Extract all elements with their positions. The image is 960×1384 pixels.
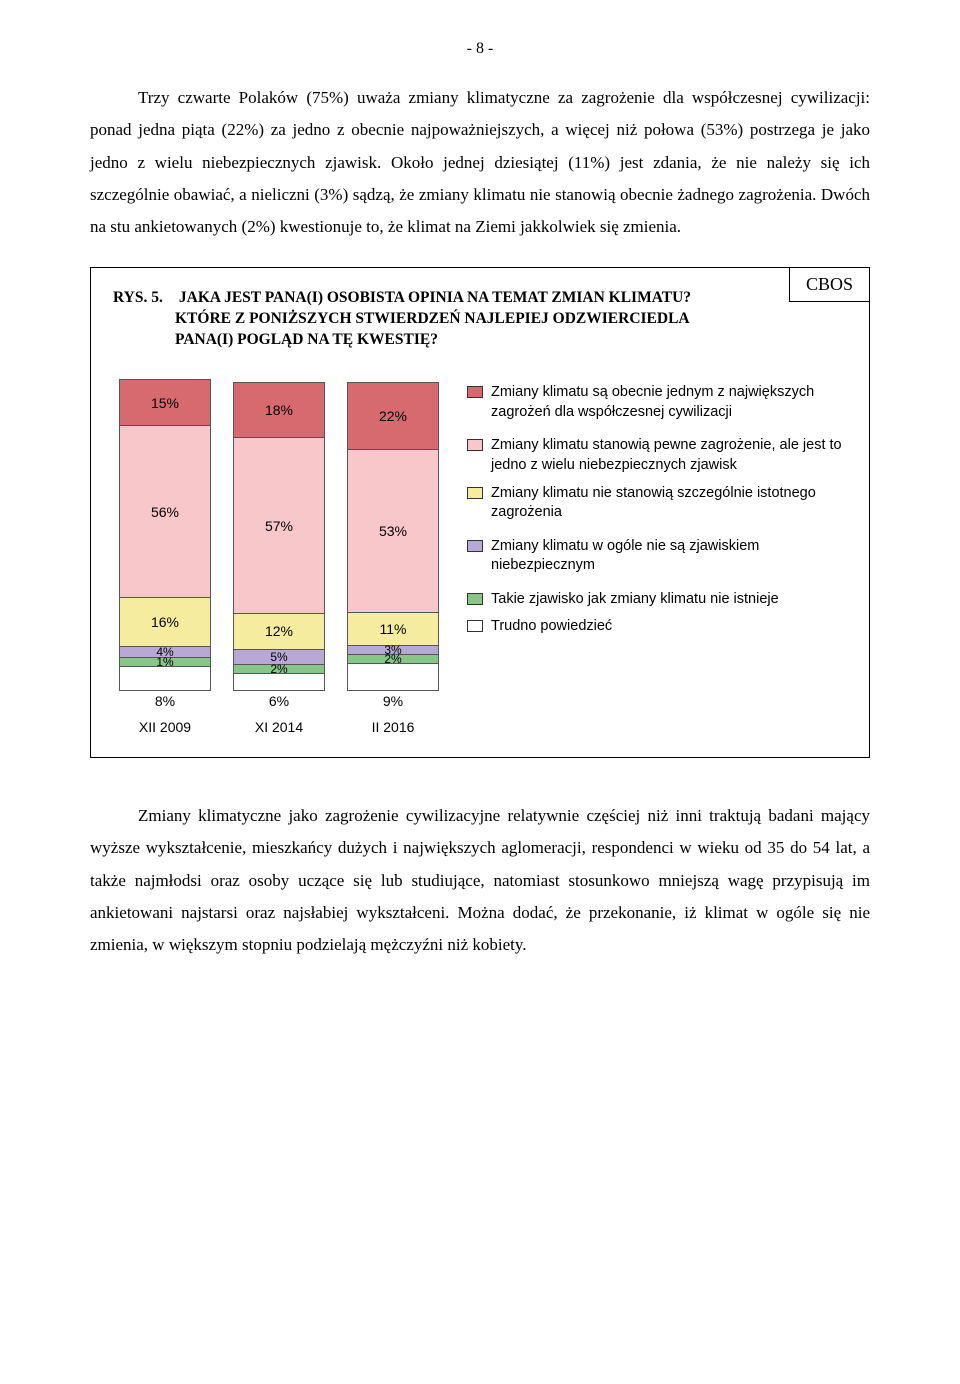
bar-column: 15%56%16%4%1% 8% XII 2009 [119, 379, 211, 735]
bar-segment: 22% [347, 382, 439, 450]
legend-text: Trudno powiedzieć [491, 617, 612, 637]
chart-title-line2: KTÓRE Z PONIŻSZYCH STWIERDZEŃ NAJLEPIEJ … [113, 309, 690, 330]
legend-text: Zmiany klimatu są obecnie jednym z najwi… [491, 383, 847, 422]
chart-title-line1: JAKA JEST PANA(I) OSOBISTA OPINIA NA TEM… [179, 289, 691, 306]
legend-group: Zmiany klimatu stanowią pewne zagrożenie… [467, 436, 847, 522]
bar-stack: 18%57%12%5%2% [233, 382, 325, 691]
bar-xaxis-label: II 2016 [372, 719, 415, 735]
bar-segment: 18% [233, 382, 325, 438]
legend: Zmiany klimatu są obecnie jednym z najwi… [467, 379, 847, 637]
legend-text: Takie zjawisko jak zmiany klimatu nie is… [491, 590, 779, 610]
legend-swatch [467, 593, 483, 605]
paragraph-1: Trzy czwarte Polaków (75%) uważa zmiany … [90, 82, 870, 243]
bar-segment: 12% [233, 613, 325, 650]
bar-segment [119, 666, 211, 691]
legend-text: Zmiany klimatu w ogóle nie są zjawiskiem… [491, 537, 847, 576]
bar-segment [347, 663, 439, 691]
bar-segment: 16% [119, 597, 211, 647]
legend-swatch [467, 487, 483, 499]
legend-swatch [467, 386, 483, 398]
bar-bottom-label: 8% [155, 693, 175, 709]
bar-segment: 57% [233, 437, 325, 614]
legend-group: Takie zjawisko jak zmiany klimatu nie is… [467, 590, 847, 637]
legend-swatch [467, 540, 483, 552]
legend-item: Zmiany klimatu stanowią pewne zagrożenie… [467, 436, 847, 475]
bar-column: 18%57%12%5%2% 6% XI 2014 [233, 382, 325, 735]
chart-frame: CBOS RYS. 5. JAKA JEST PANA(I) OSOBISTA … [90, 267, 870, 758]
legend-item: Takie zjawisko jak zmiany klimatu nie is… [467, 590, 847, 610]
cbos-badge: CBOS [789, 267, 870, 302]
chart-title: RYS. 5. JAKA JEST PANA(I) OSOBISTA OPINI… [113, 288, 847, 351]
legend-item: Zmiany klimatu są obecnie jednym z najwi… [467, 383, 847, 422]
bar-stack: 22%53%11%3%2% [347, 382, 439, 691]
bar-bottom-label: 6% [269, 693, 289, 709]
bar-bottom-label: 9% [383, 693, 403, 709]
chart-body: 15%56%16%4%1% 8% XII 2009 18%57%12%5%2% 6% XI… [113, 379, 847, 735]
page-number: - 8 - [90, 40, 870, 58]
legend-item: Zmiany klimatu nie stanowią szczególnie … [467, 484, 847, 523]
chart-title-line3: PANA(I) POGLĄD NA TĘ KWESTIĘ? [113, 330, 438, 351]
legend-item: Zmiany klimatu w ogóle nie są zjawiskiem… [467, 537, 847, 576]
legend-swatch [467, 620, 483, 632]
legend-swatch [467, 439, 483, 451]
chart-rys-label: RYS. 5. [113, 288, 175, 309]
legend-text: Zmiany klimatu nie stanowią szczególnie … [491, 484, 847, 523]
bar-stack: 15%56%16%4%1% [119, 379, 211, 691]
bars-area: 15%56%16%4%1% 8% XII 2009 18%57%12%5%2% 6% XI… [113, 379, 439, 735]
legend-text: Zmiany klimatu stanowią pewne zagrożenie… [491, 436, 847, 475]
paragraph-2: Zmiany klimatyczne jako zagrożenie cywil… [90, 800, 870, 961]
bar-segment: 53% [347, 449, 439, 613]
bar-segment: 15% [119, 379, 211, 426]
bar-segment [233, 673, 325, 692]
legend-item: Trudno powiedzieć [467, 617, 847, 637]
bar-column: 22%53%11%3%2% 9% II 2016 [347, 382, 439, 735]
bar-xaxis-label: XI 2014 [255, 719, 303, 735]
bar-segment: 11% [347, 612, 439, 646]
bar-xaxis-label: XII 2009 [139, 719, 191, 735]
bar-segment: 56% [119, 425, 211, 599]
